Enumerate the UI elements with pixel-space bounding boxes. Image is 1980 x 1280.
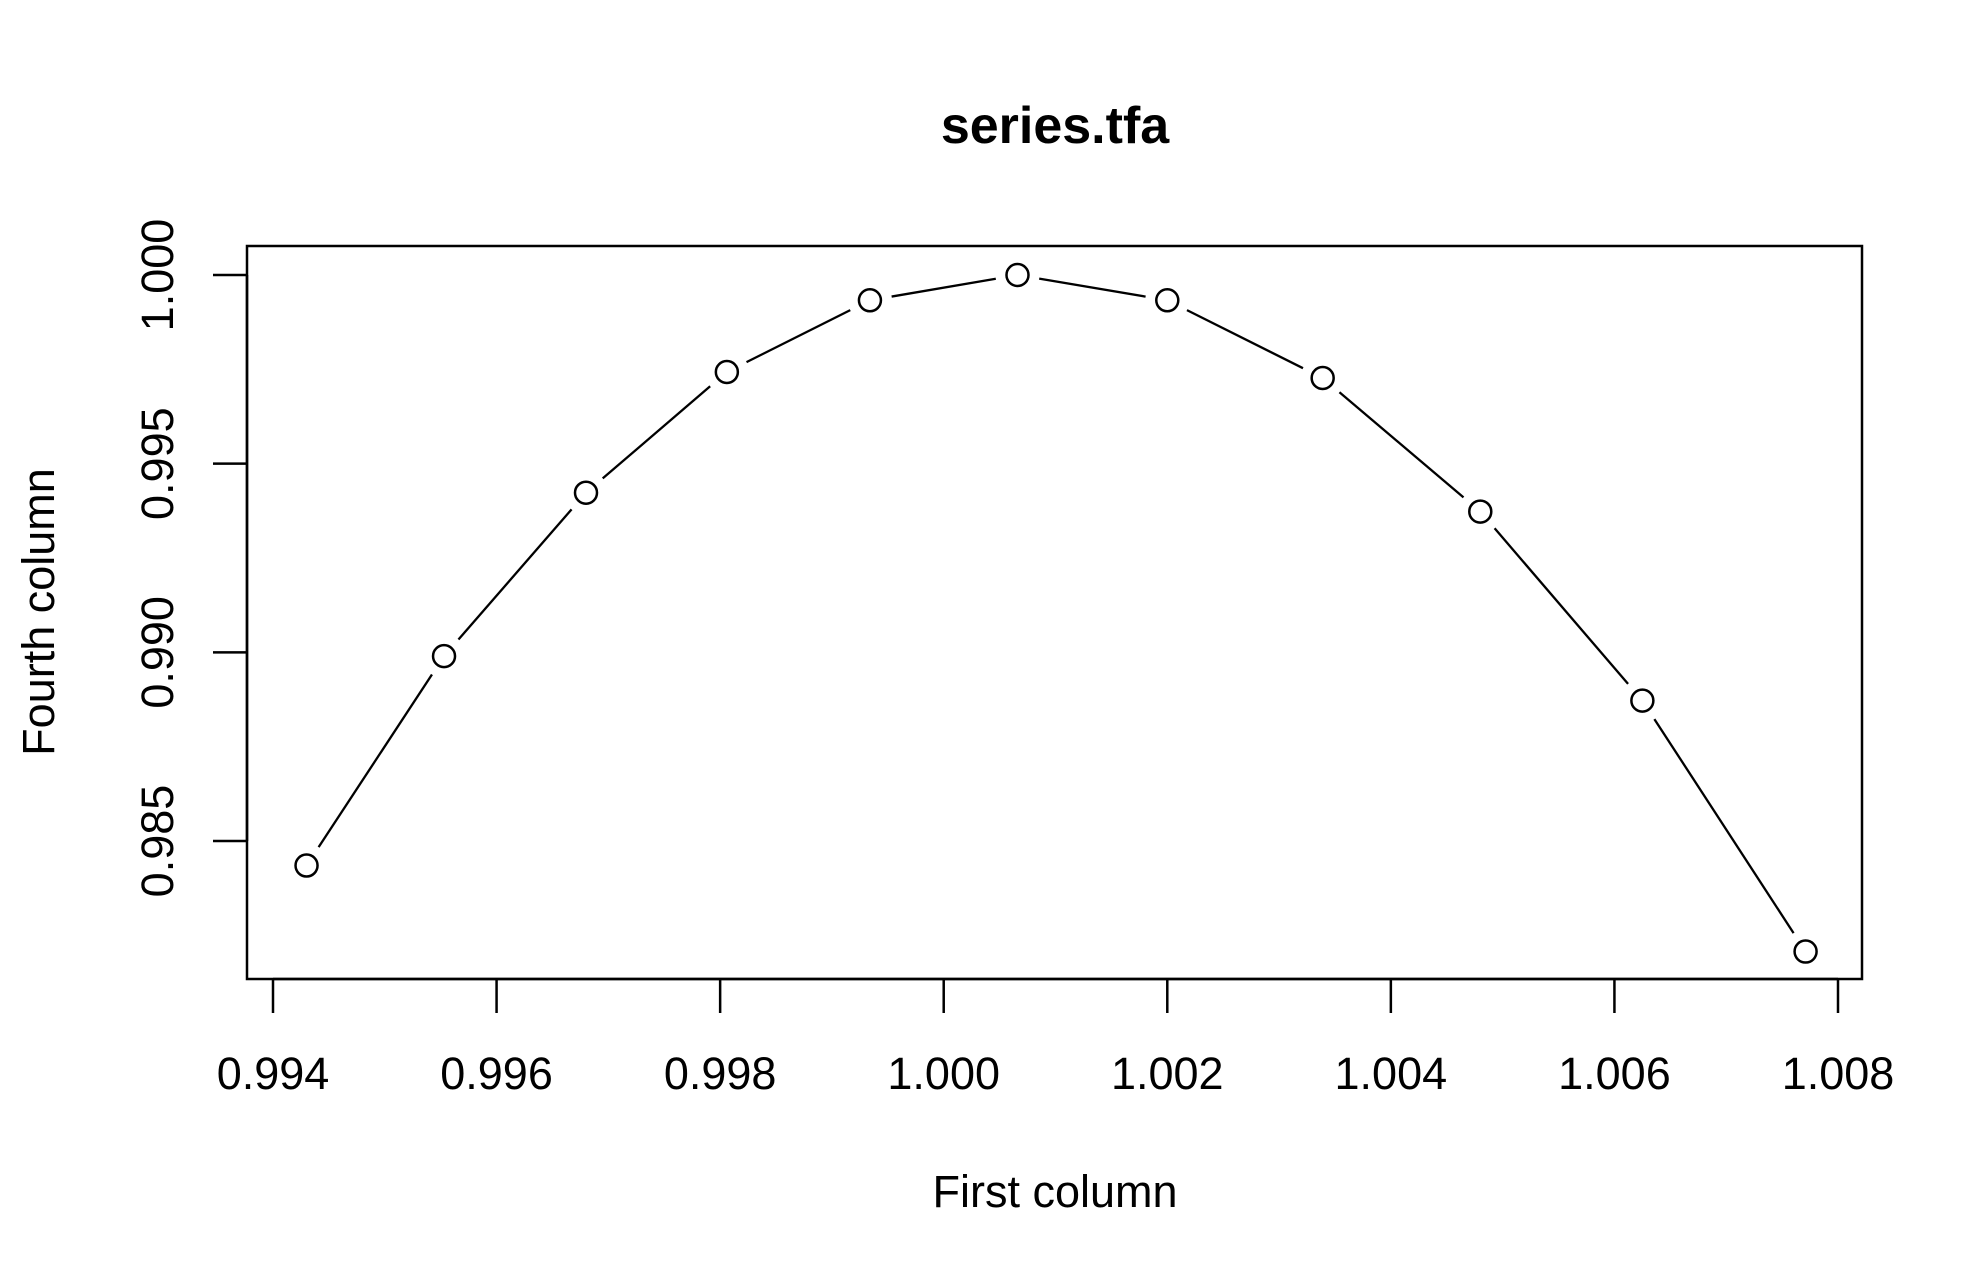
x-axis-label: First column [932, 1166, 1177, 1217]
y-axis-label: Fourth column [13, 468, 64, 756]
x-tick-label: 0.994 [217, 1048, 330, 1099]
x-tick-label: 1.008 [1782, 1048, 1895, 1099]
data-point [1468, 499, 1493, 524]
line-segment [1493, 527, 1629, 685]
data-point [1310, 365, 1335, 391]
y-axis: 0.985 0.990 0.995 1.000 [132, 219, 249, 898]
data-point [431, 643, 457, 669]
plot-frame [245, 244, 1864, 981]
data-point [1155, 288, 1180, 313]
y-tick-label: 0.990 [132, 596, 183, 709]
data-point [1005, 262, 1030, 288]
line-segment [746, 309, 851, 364]
line-segment [601, 385, 711, 480]
line-segment [1653, 718, 1795, 934]
data-point [573, 480, 599, 505]
x-axis: 0.994 0.996 0.998 1.000 1.002 1.004 1.006 1.008 [217, 977, 1895, 1099]
line-segment [457, 508, 573, 641]
data-point [714, 359, 740, 385]
line-segment [1186, 309, 1304, 370]
data-point [1793, 939, 1818, 964]
x-tick-label: 1.000 [887, 1048, 1000, 1099]
x-tick-label: 1.002 [1111, 1048, 1224, 1099]
line-segment [891, 277, 997, 298]
line-segment [317, 673, 433, 848]
x-tick-label: 1.004 [1335, 1048, 1448, 1099]
x-tick-label: 1.006 [1558, 1048, 1671, 1099]
data-point [294, 853, 319, 878]
line-segment [1338, 391, 1465, 499]
x-tick-label: 0.996 [440, 1048, 553, 1099]
data-point [1630, 688, 1655, 713]
chart-title: series.tfa [941, 97, 1170, 155]
x-tick-label: 0.998 [664, 1048, 777, 1099]
y-tick-label: 1.000 [132, 219, 183, 332]
data-point [857, 288, 883, 313]
series-line [317, 277, 1795, 934]
y-tick-label: 0.995 [132, 407, 183, 520]
series-points [294, 262, 1818, 964]
y-tick-label: 0.985 [132, 785, 183, 898]
line-segment [1038, 277, 1146, 298]
